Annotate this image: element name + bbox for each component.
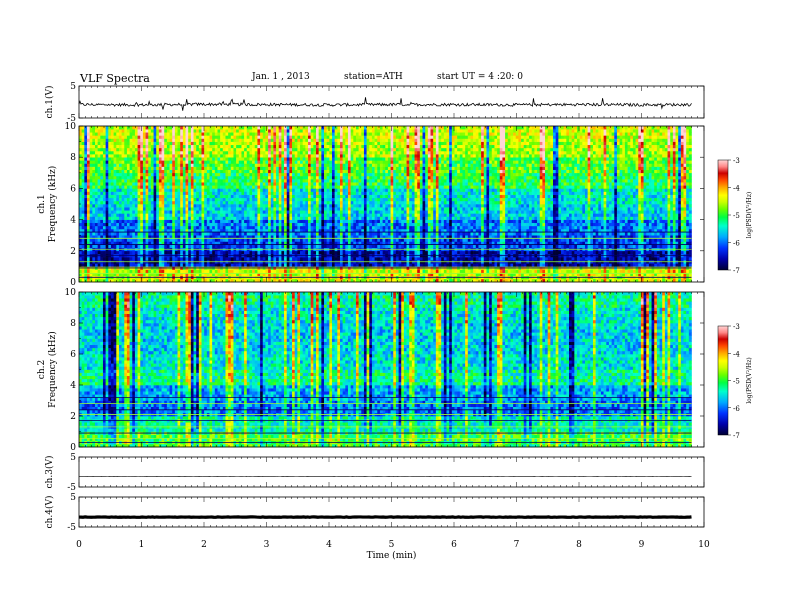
x-tick-label: 5 [389, 540, 395, 550]
x-tick-label: 0 [76, 540, 82, 550]
colorbar-tick-label: -6 [733, 240, 740, 248]
panel-ch1-spectrogram: 0 2 4 6 8 10 ch.1 Frequency (kHz) [37, 122, 704, 288]
colorbar-tick-label: -7 [733, 267, 740, 275]
colorbar-ch2: -3 -4 -5 -6 -7 log(PSD(V²/Hz) [718, 323, 753, 440]
colorbar-label: log(PSD(V²/Hz) [746, 357, 753, 404]
colorbar-tick-label: -3 [733, 323, 740, 331]
y-axis-label: ch.4(V) [44, 496, 55, 529]
y-axis-label: ch.3(V) [44, 456, 55, 489]
heatmap-cells [79, 292, 692, 447]
waveform-trace [79, 97, 692, 110]
x-tick-label: 6 [451, 540, 457, 550]
channel-label: ch.2 [37, 360, 47, 379]
y-axis-label: Frequency (kHz) [47, 166, 58, 243]
channel-label: ch.1 [37, 194, 47, 213]
colorbar-tick-label: -7 [733, 432, 740, 440]
x-tick-label: 9 [639, 540, 645, 550]
heatmap-cells [79, 126, 692, 282]
y-tick-label: 0 [70, 443, 76, 453]
y-tick-label: 8 [70, 153, 76, 163]
y-tick-label: 10 [65, 122, 77, 132]
x-tick-label: 4 [326, 540, 332, 550]
panel-ch3-waveform: 5 -5 ch.3(V) [44, 453, 704, 493]
y-tick-label: 0 [70, 278, 76, 288]
y-tick-label: 6 [70, 350, 76, 360]
x-tick-label: 10 [698, 540, 710, 550]
colorbar-label: log(PSD(V²/Hz) [746, 192, 753, 239]
y-tick-label: 6 [70, 184, 76, 194]
x-tick-label: 2 [201, 540, 207, 550]
y-axis-label: ch.1(V) [44, 86, 55, 119]
x-tick-label: 3 [264, 540, 270, 550]
panel-ch4-waveform: 5 -5 ch.4(V) [44, 493, 704, 533]
y-axis-label: Frequency (kHz) [47, 331, 58, 408]
y-tick-label: 8 [70, 319, 76, 329]
colorbar-tick-label: -4 [733, 185, 740, 193]
y-tick-label: 2 [70, 412, 76, 422]
x-tick-label: 7 [514, 540, 520, 550]
y-tick-label: 5 [70, 82, 76, 92]
x-axis-label: Time (min) [367, 550, 417, 561]
y-tick-label: -5 [67, 483, 76, 493]
panel-ch1-waveform: 5-5ch.1(V) [44, 82, 704, 124]
y-tick-label: 4 [70, 216, 76, 226]
colorbar-ch1: -3 -4 -5 -6 -7 log(PSD(V²/Hz) [718, 157, 753, 275]
vlf-spectra-figure: 5-5ch.1(V)0246810ch.1 Frequency (kHz)0246… [0, 0, 792, 612]
colorbar-tick-label: -5 [733, 212, 740, 220]
x-tick-label: 8 [576, 540, 582, 550]
y-tick-label: 5 [70, 453, 76, 463]
colorbar-scale [718, 326, 728, 435]
colorbar-tick-label: -3 [733, 157, 740, 165]
y-tick-label: 2 [70, 247, 76, 257]
x-tick-label: 1 [139, 540, 145, 550]
colorbar-scale [718, 160, 728, 270]
y-tick-label: 4 [70, 381, 76, 391]
colorbar-tick-label: -4 [733, 350, 740, 358]
y-tick-label: 10 [65, 288, 77, 298]
y-tick-label: -5 [67, 523, 76, 533]
colorbar-tick-label: -6 [733, 405, 740, 413]
panel-ch2-spectrogram: 0 2 4 6 8 10 ch.2 Frequency (kHz) [37, 288, 704, 453]
y-tick-label: 5 [70, 493, 76, 503]
colorbar-tick-label: -5 [733, 378, 740, 386]
